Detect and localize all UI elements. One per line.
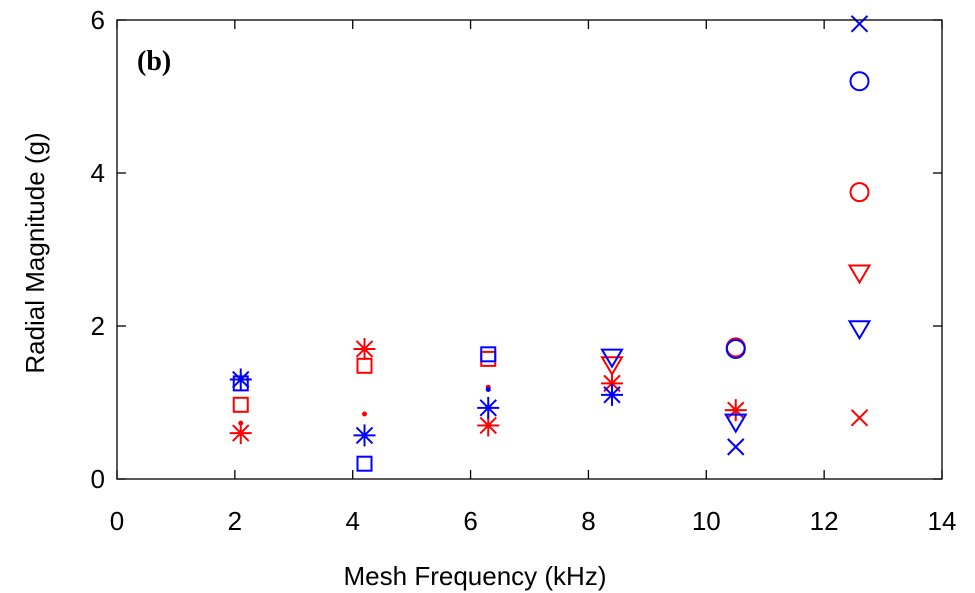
axes: 0 2 4 6 8 10 12 14 0 2 4 6 (91, 5, 957, 536)
marker-square (480, 346, 497, 363)
plot-frame (116, 19, 943, 480)
marker-triangle-down (847, 264, 872, 285)
marker-dot (238, 420, 244, 426)
marker-asterisk (724, 399, 747, 422)
x-tick-label: 14 (928, 506, 957, 536)
marker-circle (725, 337, 746, 358)
x-tick-label: 0 (110, 506, 124, 536)
marker-x (727, 438, 745, 456)
marker-asterisk (353, 424, 376, 447)
marker-asterisk (477, 396, 500, 419)
x-tick-label: 10 (692, 506, 721, 536)
marker-asterisk (477, 414, 500, 437)
x-tick-label: 12 (810, 506, 839, 536)
marker-square (232, 375, 249, 392)
marker-x (850, 15, 869, 33)
marker-asterisk (353, 337, 376, 360)
marker-triangle-down (724, 413, 748, 434)
y-tick-label: 6 (91, 5, 105, 35)
marker-square (232, 396, 249, 413)
marker-triangle-down (847, 320, 872, 341)
marker-square (356, 455, 373, 472)
marker-asterisk (601, 372, 623, 395)
marker-circle (849, 182, 870, 203)
x-tick-label: 2 (228, 506, 242, 536)
marker-asterisk (229, 368, 252, 391)
y-tick-label: 4 (91, 158, 105, 188)
y-axis-title: Radial Magnitude (g) (20, 132, 50, 373)
y-tick-label: 2 (91, 311, 105, 341)
marker-circle (849, 71, 870, 92)
marker-dot (485, 386, 491, 392)
marker-asterisk (601, 383, 623, 406)
marker-x (850, 409, 869, 427)
marker-square (356, 357, 373, 374)
x-axis-title: Mesh Frequency (kHz) (344, 561, 607, 591)
plot-marks (229, 15, 872, 472)
marker-asterisk (229, 422, 252, 445)
panel-label: (b) (137, 46, 171, 77)
marker-triangle-down (600, 356, 624, 377)
marker-square (480, 350, 497, 367)
x-tick-label: 4 (345, 506, 359, 536)
marker-triangle-down (600, 348, 624, 369)
x-tick-label: 6 (463, 506, 477, 536)
marker-dot (362, 411, 367, 417)
x-tick-label: 8 (581, 506, 595, 536)
y-tick-label: 0 (91, 464, 105, 494)
marker-circle (725, 338, 746, 359)
